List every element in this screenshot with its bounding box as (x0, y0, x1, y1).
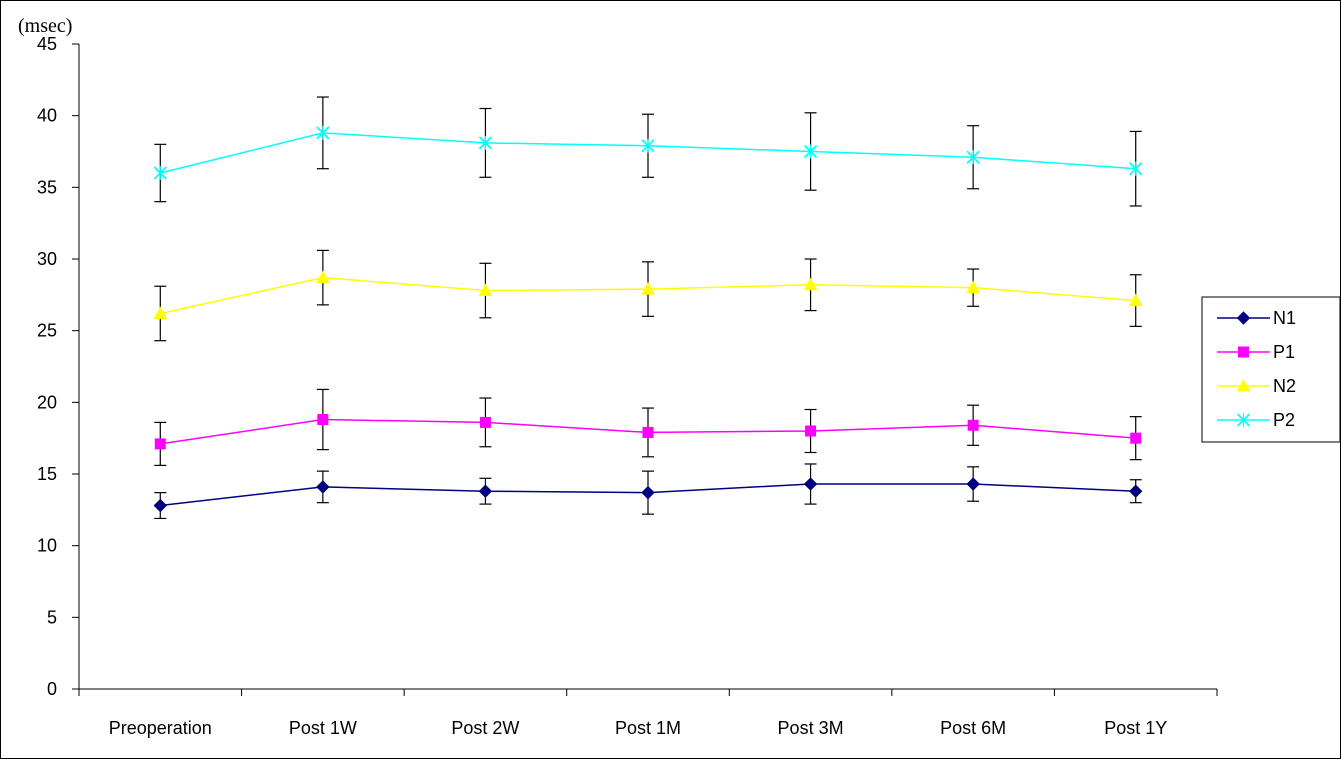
data-point-p1 (479, 416, 491, 428)
data-point-p2 (316, 125, 330, 140)
data-point-p2 (966, 150, 980, 165)
legend-item-p2: P2 (1217, 410, 1295, 430)
legend-label: P1 (1273, 342, 1295, 362)
legend-label: N1 (1273, 308, 1296, 328)
data-point-p1 (805, 425, 817, 437)
y-tick-label: 30 (37, 249, 57, 269)
data-point-p1 (317, 414, 329, 426)
legend-item-n2: N2 (1217, 376, 1296, 396)
y-tick-label: 40 (37, 106, 57, 126)
legend-item-p1: P1 (1217, 342, 1295, 362)
x-tick-label: Post 1W (289, 718, 357, 738)
data-point-n1 (1129, 484, 1143, 498)
data-point-n1 (803, 477, 818, 491)
data-point-n2 (803, 277, 818, 291)
series-markers (153, 125, 1143, 513)
y-tick-label: 35 (37, 177, 57, 197)
data-point-p2 (153, 166, 167, 180)
data-point-n1 (478, 484, 493, 498)
data-point-n2 (1128, 293, 1143, 307)
data-point-p1 (642, 426, 654, 438)
legend-marker-p2 (1236, 413, 1251, 427)
x-tick-label: Post 3M (778, 718, 844, 738)
data-point-n2 (478, 283, 493, 297)
y-tick-label: 15 (37, 464, 57, 484)
legend-label: N2 (1273, 376, 1296, 396)
axes: 0 5 10 15 20 25 30 35 40 45 Preoperation Post 1W Pos… (37, 34, 1218, 738)
x-tick-label: Post 1M (615, 718, 681, 738)
y-tick-label: 45 (37, 34, 57, 54)
x-tick-label: Post 1Y (1104, 718, 1167, 738)
data-point-p1 (967, 419, 979, 431)
data-point-n1 (316, 480, 330, 494)
data-point-p1 (1130, 432, 1142, 444)
data-point-n2 (966, 280, 980, 294)
legend-marker-n1 (1236, 311, 1251, 325)
data-point-p1 (154, 438, 166, 450)
y-tick-label: 10 (37, 536, 57, 556)
y-axis-unit-label: (msec) (18, 15, 72, 37)
data-point-n1 (641, 485, 655, 500)
legend-box (1201, 296, 1341, 443)
data-point-p2 (803, 144, 818, 159)
x-tick-label: Preoperation (109, 718, 212, 738)
y-tick-label: 25 (37, 321, 57, 341)
legend: N1 P1 N2 P2 (1201, 296, 1341, 443)
data-point-n2 (153, 306, 168, 319)
y-tick-label: 0 (47, 679, 57, 699)
data-point-n1 (966, 477, 980, 491)
data-point-p2 (641, 138, 655, 153)
legend-marker-p1 (1238, 346, 1249, 358)
data-point-n2 (641, 282, 655, 295)
data-point-p2 (1129, 161, 1143, 176)
x-tick-label: Post 6M (940, 718, 1006, 738)
data-point-n1 (153, 498, 167, 513)
data-point-n2 (316, 270, 330, 284)
x-tick-label: Post 2W (451, 718, 519, 738)
legend-label: P2 (1273, 410, 1295, 430)
legend-marker-n2 (1236, 378, 1251, 392)
y-tick-label: 20 (37, 392, 57, 412)
legend-item-n1: N1 (1217, 308, 1296, 328)
data-point-p2 (478, 135, 493, 150)
y-tick-label: 5 (47, 607, 57, 627)
